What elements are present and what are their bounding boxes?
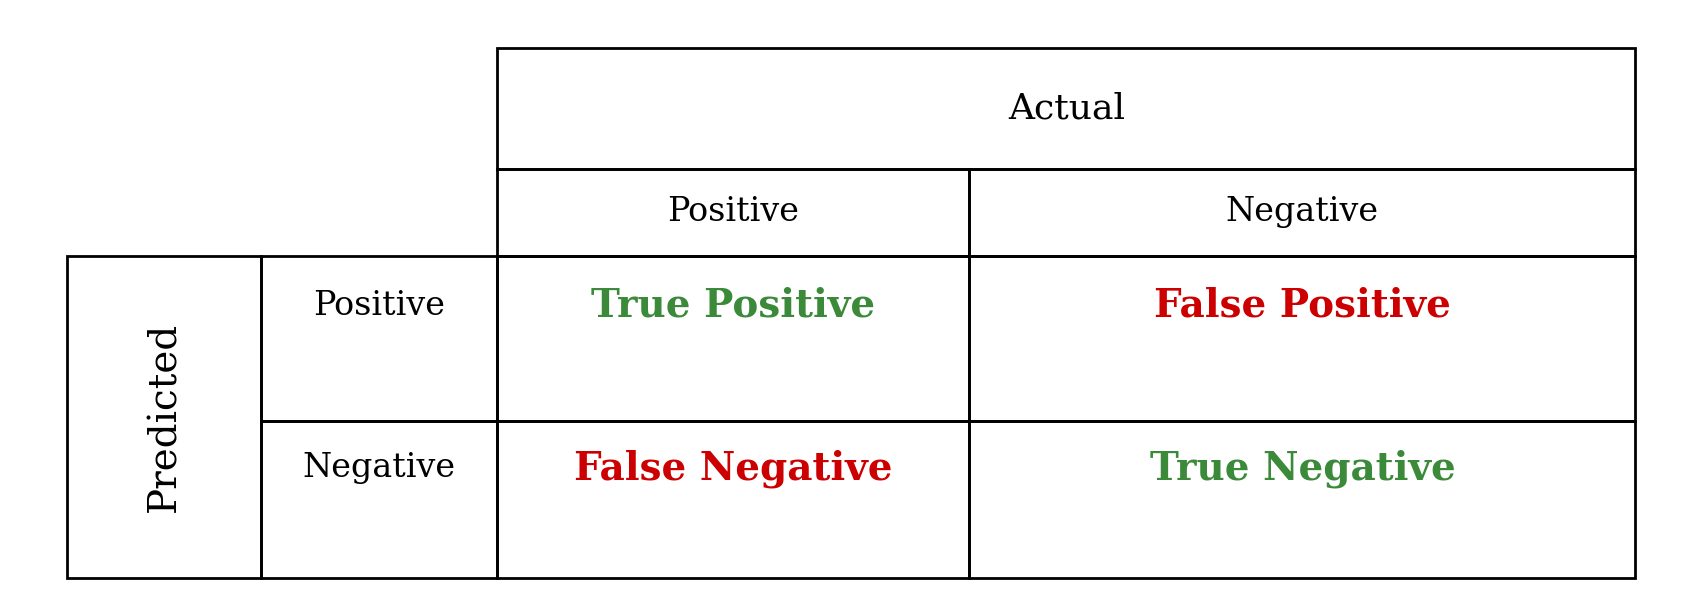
Text: True Negative: True Negative: [1150, 449, 1455, 488]
Text: Negative: Negative: [1226, 196, 1379, 228]
Bar: [261, 256, 497, 421]
Bar: [497, 48, 1635, 169]
Text: Positive: Positive: [314, 290, 445, 321]
Bar: [497, 421, 969, 578]
Text: False Negative: False Negative: [575, 449, 892, 488]
Bar: [67, 256, 261, 578]
Text: Negative: Negative: [303, 452, 455, 485]
Text: False Positive: False Positive: [1153, 287, 1452, 324]
Text: Positive: Positive: [668, 196, 799, 228]
Text: True Positive: True Positive: [592, 287, 875, 324]
Bar: [497, 169, 969, 256]
Bar: [497, 256, 969, 421]
Bar: [969, 421, 1635, 578]
Bar: [969, 256, 1635, 421]
Text: Predicted: Predicted: [147, 321, 182, 512]
Bar: [969, 169, 1635, 256]
Bar: [261, 421, 497, 578]
Text: Actual: Actual: [1008, 92, 1125, 125]
